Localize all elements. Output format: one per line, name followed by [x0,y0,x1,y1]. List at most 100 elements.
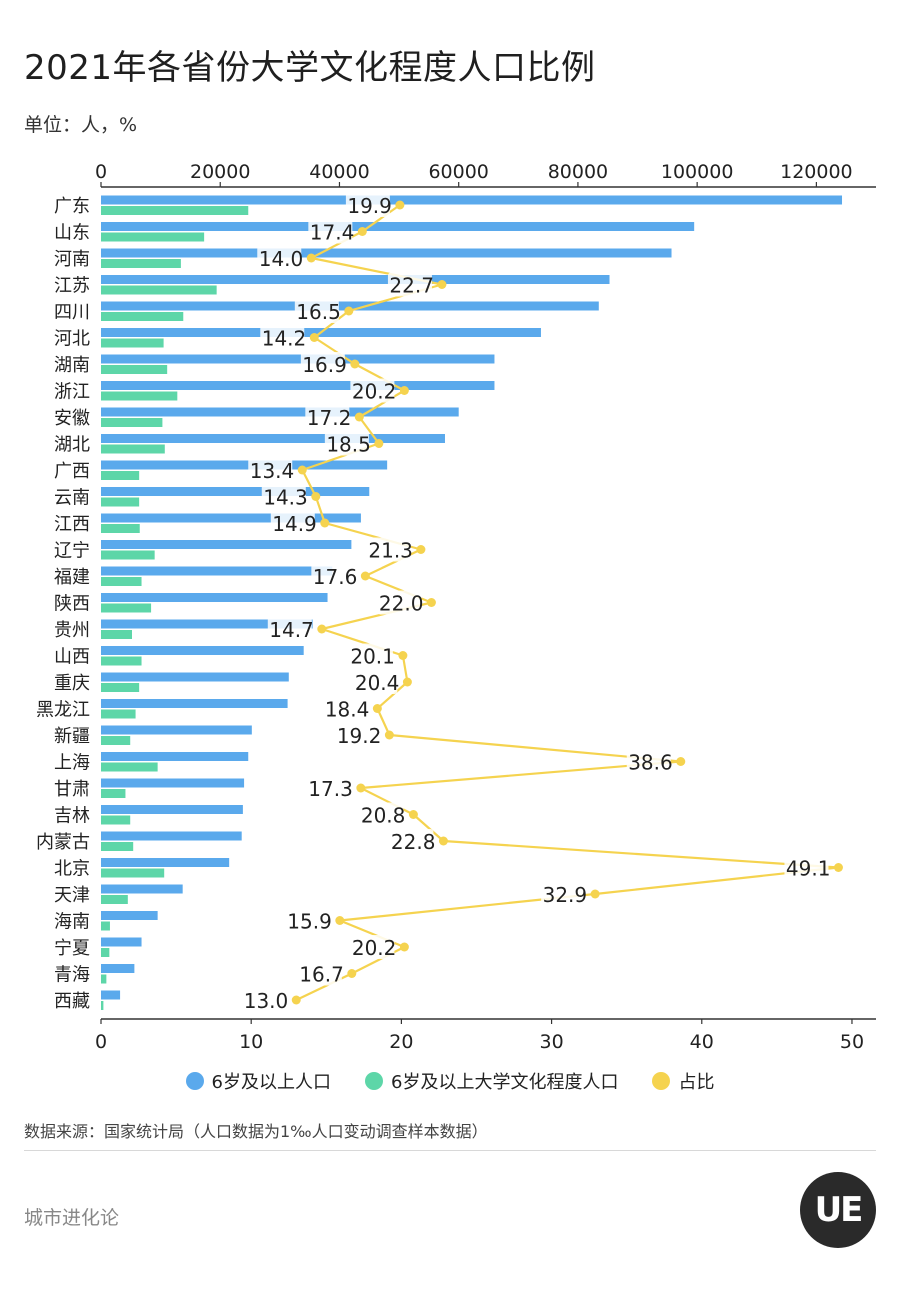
bar-university-4 [101,312,184,321]
ratio-label-bg-13 [366,537,411,562]
legend-swatch-university [365,1072,383,1090]
category-label-29: 青海 [54,965,90,986]
bar-population-19 [101,699,288,708]
ratio-label-bg-22 [306,776,351,800]
ratio-label-bg-4 [294,299,339,323]
top-tick-label-6: 120000 [780,161,853,183]
chart-svg: 0 20000 40000 60000 80000 100000 120000 0 10 20 30… [36,161,876,1050]
ratio-label-bg-23 [359,802,404,827]
bar-university-29 [101,974,107,984]
ratio-label-23: 20.8 [361,804,406,828]
legend-item-population: 6岁及以上人口 [185,1068,331,1094]
category-label-19: 黑龙江 [36,700,90,721]
ratio-point-11 [311,492,321,501]
bottom-tick-label-5: 50 [840,1031,864,1050]
bar-university-13 [101,550,155,560]
ratio-point-4 [344,306,354,316]
bar-population-10 [101,460,388,470]
unit-label: 单位：人，% [24,114,138,136]
ratio-label-bg-16 [267,617,312,641]
ratio-label-9: 18.5 [326,433,371,457]
ratio-point-20 [384,730,394,740]
bar-population-23 [101,805,243,814]
ratio-label-bg-17 [348,643,393,668]
category-label-9: 湖北 [54,435,90,456]
bar-population-29 [101,964,135,973]
ratio-point-26 [590,889,600,899]
brand-name: 城市进化论 [24,1207,120,1229]
data-source: 数据来源：国家统计局（人口数据为1‰人口变动调查样本数据） [24,1122,488,1141]
ratio-point-13 [416,545,426,554]
ratio-point-15 [426,598,436,607]
bar-population-9 [101,434,445,443]
bar-population-4 [101,301,599,311]
ratio-point-22 [356,783,366,793]
ratio-label-bg-6 [300,352,345,376]
ratio-label-bg-15 [377,590,422,615]
ratio-point-10 [297,465,307,475]
bar-university-22 [101,789,126,798]
bar-university-25 [101,868,165,878]
ratio-label-2: 14.0 [259,247,304,271]
chart-title: 2021年各省份大学文化程度人口比例 [24,48,596,88]
top-tick-label-3: 60000 [428,161,488,183]
ratio-point-0 [395,200,405,210]
legend-item-university: 6岁及以上大学文化程度人口 [365,1068,618,1094]
ratio-label-18: 20.4 [355,671,400,695]
ratio-label-bg-26 [541,882,586,906]
ratio-label-19: 18.4 [325,698,370,722]
ratio-label-25: 49.1 [786,857,831,881]
bar-population-26 [101,884,183,894]
bar-population-6 [101,354,495,364]
ratio-label-14: 17.6 [313,565,358,589]
top-tick-label-0: 0 [95,161,107,183]
bar-university-2 [101,259,181,268]
top-tick-label-5: 100000 [661,161,734,183]
legend-label-ratio: 占比 [678,1072,715,1093]
ratio-label-4: 16.5 [296,300,341,324]
ratio-label-6: 16.9 [302,353,347,377]
ratio-point-1 [357,227,367,236]
ratio-point-6 [350,359,360,369]
ratio-label-27: 15.9 [287,910,332,934]
ratio-point-30 [291,995,301,1005]
category-label-4: 四川 [54,302,90,323]
ratio-point-16 [317,624,327,634]
legend-swatch-population [185,1072,204,1090]
bar-population-27 [101,911,158,920]
bar-university-26 [101,895,128,904]
ratio-label-10: 13.4 [250,459,295,483]
bar-university-19 [101,709,136,719]
ratio-label-bg-18 [353,670,398,694]
bar-population-30 [101,990,121,1000]
ratio-point-18 [402,677,412,687]
bar-university-20 [101,736,131,745]
bar-university-8 [101,418,163,427]
ratio-point-21 [676,757,686,766]
category-label-5: 河北 [54,329,90,350]
ratio-label-30: 13.0 [244,989,289,1013]
bar-population-16 [101,619,313,629]
ratio-label-28: 20.2 [352,936,397,960]
ratio-label-0: 19.9 [347,194,392,218]
category-label-18: 重庆 [54,673,90,694]
ratio-label-bg-24 [389,829,434,853]
bar-population-12 [101,513,361,523]
divider [24,1150,876,1151]
legend-item-ratio: 占比 [652,1068,714,1094]
ratio-point-25 [833,863,843,872]
top-tick-label-2: 40000 [309,161,369,183]
bar-population-7 [101,381,495,390]
ratio-point-24 [438,836,448,846]
ratio-label-bg-9 [324,431,369,456]
ratio-label-bg-19 [323,696,368,721]
legend-label-university: 6岁及以上大学文化程度人口 [391,1072,619,1093]
bar-population-25 [101,858,230,867]
ratio-point-29 [347,969,357,978]
ratio-label-24: 22.8 [391,830,436,854]
category-label-22: 甘肃 [54,779,90,800]
ratio-label-17: 20.1 [350,645,395,669]
bar-university-14 [101,577,142,586]
category-label-24: 内蒙古 [36,832,90,853]
bar-population-15 [101,593,328,602]
